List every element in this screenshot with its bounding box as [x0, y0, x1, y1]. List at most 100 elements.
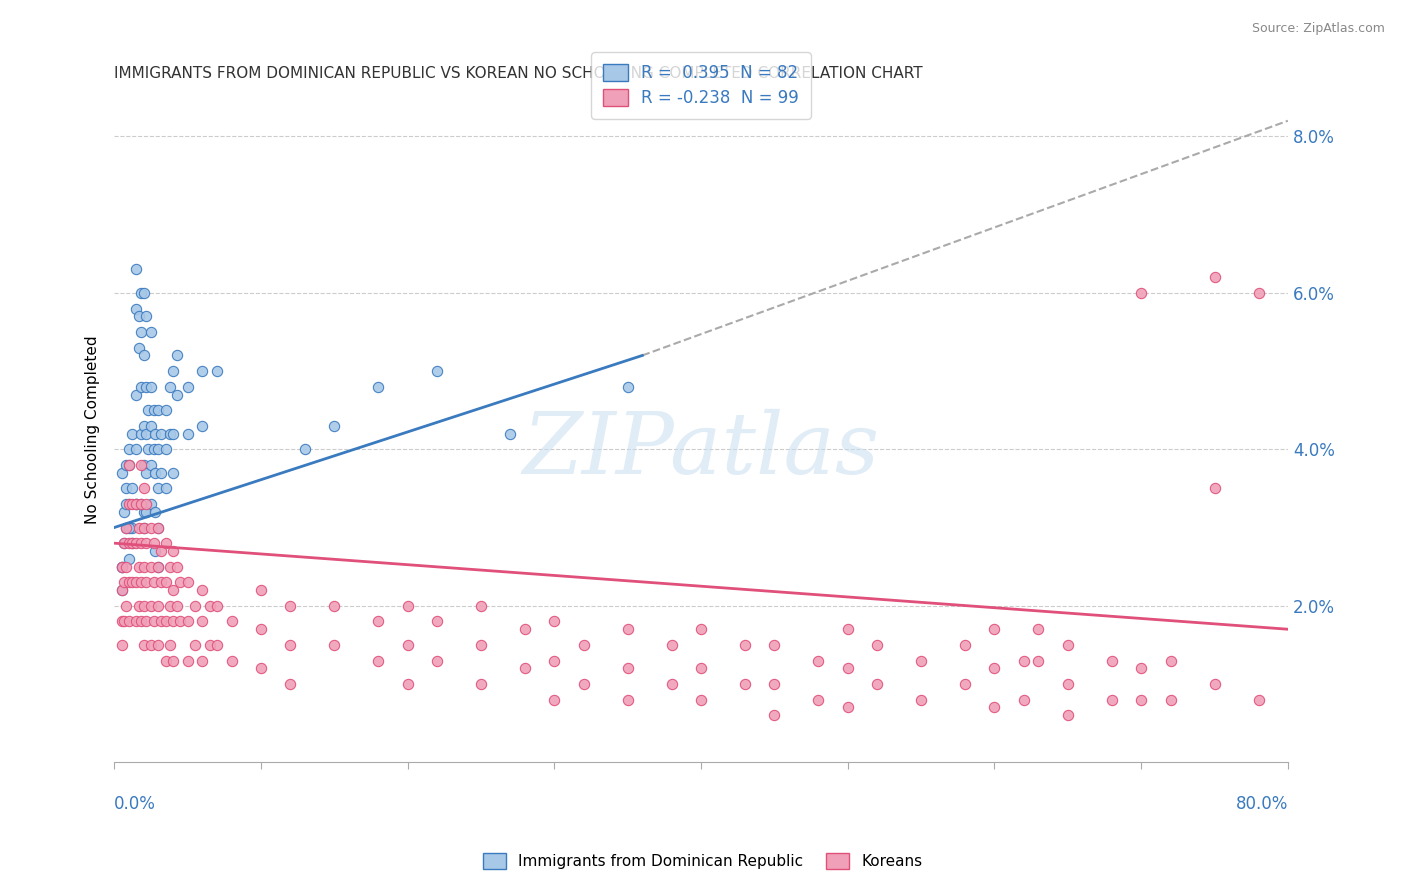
Point [1101, 692, 1123, 706]
Point [661, 638, 683, 652]
Point [763, 677, 786, 691]
Point [169, 575, 191, 590]
Point [278, 677, 301, 691]
Point [470, 599, 492, 613]
Point [114, 615, 136, 629]
Point [129, 426, 152, 441]
Point [121, 520, 143, 534]
Point [155, 536, 177, 550]
Point [136, 403, 159, 417]
Point [162, 615, 184, 629]
Point [125, 497, 148, 511]
Point [616, 622, 638, 636]
Point [690, 622, 713, 636]
Point [155, 575, 177, 590]
Point [162, 466, 184, 480]
Point [118, 497, 141, 511]
Text: 80.0%: 80.0% [1236, 796, 1288, 814]
Point [616, 380, 638, 394]
Point [294, 442, 316, 457]
Point [132, 520, 155, 534]
Point [155, 482, 177, 496]
Point [323, 599, 346, 613]
Point [121, 482, 143, 496]
Point [367, 380, 389, 394]
Point [1012, 653, 1035, 667]
Point [132, 520, 155, 534]
Point [129, 536, 152, 550]
Point [176, 615, 198, 629]
Point [1028, 622, 1050, 636]
Point [139, 520, 162, 534]
Point [118, 497, 141, 511]
Point [162, 544, 184, 558]
Text: ZIPatlas: ZIPatlas [523, 409, 880, 491]
Point [129, 325, 152, 339]
Point [125, 301, 148, 316]
Point [367, 615, 389, 629]
Point [139, 559, 162, 574]
Point [1130, 661, 1153, 675]
Point [1247, 692, 1270, 706]
Point [221, 615, 243, 629]
Point [118, 458, 141, 472]
Point [198, 638, 221, 652]
Point [115, 599, 138, 613]
Point [734, 638, 756, 652]
Point [132, 285, 155, 300]
Point [110, 638, 132, 652]
Point [121, 536, 143, 550]
Point [110, 559, 132, 574]
Point [132, 599, 155, 613]
Point [118, 458, 141, 472]
Point [129, 575, 152, 590]
Point [148, 520, 170, 534]
Point [142, 575, 165, 590]
Point [616, 661, 638, 675]
Point [125, 575, 148, 590]
Point [155, 442, 177, 457]
Point [148, 520, 170, 534]
Point [470, 677, 492, 691]
Point [513, 622, 536, 636]
Point [129, 285, 152, 300]
Point [184, 599, 207, 613]
Point [139, 638, 162, 652]
Point [166, 559, 188, 574]
Point [323, 418, 346, 433]
Point [426, 653, 449, 667]
Point [148, 442, 170, 457]
Point [129, 497, 152, 511]
Point [470, 638, 492, 652]
Point [837, 622, 859, 636]
Point [114, 536, 136, 550]
Point [159, 599, 181, 613]
Point [128, 520, 150, 534]
Point [125, 497, 148, 511]
Point [136, 442, 159, 457]
Point [543, 653, 565, 667]
Point [135, 536, 157, 550]
Point [616, 692, 638, 706]
Point [1247, 285, 1270, 300]
Point [142, 536, 165, 550]
Point [118, 520, 141, 534]
Point [176, 575, 198, 590]
Point [983, 700, 1005, 714]
Point [135, 615, 157, 629]
Point [132, 638, 155, 652]
Point [166, 599, 188, 613]
Point [690, 692, 713, 706]
Point [150, 426, 173, 441]
Point [184, 638, 207, 652]
Point [143, 426, 166, 441]
Point [139, 458, 162, 472]
Point [128, 559, 150, 574]
Point [166, 387, 188, 401]
Point [953, 677, 976, 691]
Point [110, 466, 132, 480]
Point [1056, 638, 1078, 652]
Point [135, 505, 157, 519]
Point [114, 575, 136, 590]
Point [1130, 692, 1153, 706]
